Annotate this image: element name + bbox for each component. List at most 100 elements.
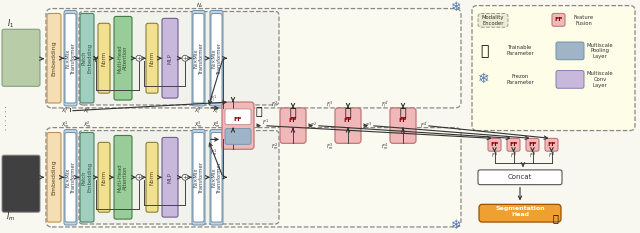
Text: +: + (136, 175, 141, 180)
Text: 🔥: 🔥 (256, 107, 262, 117)
FancyBboxPatch shape (98, 142, 110, 212)
FancyBboxPatch shape (556, 71, 584, 88)
Text: $F^1_l$: $F^1_l$ (211, 94, 218, 104)
Text: +: + (182, 56, 188, 61)
Text: FF: FF (547, 142, 556, 147)
Circle shape (136, 55, 142, 61)
FancyBboxPatch shape (64, 130, 77, 225)
Text: +: + (136, 56, 141, 61)
FancyBboxPatch shape (65, 133, 76, 222)
Text: Multiscale
Conv
Layer: Multiscale Conv Layer (587, 71, 613, 88)
Text: · · · · · ·: · · · · · · (4, 105, 10, 130)
FancyBboxPatch shape (162, 18, 178, 98)
Text: FF: FF (509, 142, 518, 147)
FancyBboxPatch shape (225, 109, 251, 125)
Circle shape (136, 174, 142, 180)
Text: $F^3$: $F^3$ (529, 151, 536, 160)
Text: $F^1$: $F^1$ (491, 151, 498, 160)
Text: +: + (182, 175, 188, 180)
FancyBboxPatch shape (65, 14, 76, 103)
Text: MLP: MLP (168, 172, 173, 183)
FancyBboxPatch shape (46, 128, 461, 227)
Text: $F^4$: $F^4$ (548, 151, 555, 160)
Text: Norm: Norm (150, 51, 154, 66)
Text: N₄×Mix
Transformer: N₄×Mix Transformer (211, 42, 222, 74)
FancyBboxPatch shape (545, 138, 558, 151)
Text: $F^{4'}_l$: $F^{4'}_l$ (381, 100, 389, 110)
Text: MLP: MLP (168, 53, 173, 64)
Text: $X^2_l$: $X^2_l$ (83, 106, 91, 116)
Text: $F^2$: $F^2$ (310, 121, 317, 130)
Text: $N_x$: $N_x$ (196, 1, 204, 10)
FancyBboxPatch shape (2, 29, 40, 86)
Text: $I_1$: $I_1$ (8, 17, 15, 30)
Text: $F^{4'}$: $F^{4'}$ (420, 121, 428, 130)
Text: FF: FF (554, 17, 563, 22)
Text: N₄×Mix
Transformer: N₄×Mix Transformer (211, 161, 222, 193)
Text: Segmentation
Head: Segmentation Head (495, 206, 545, 217)
FancyBboxPatch shape (114, 135, 132, 219)
Text: $F^3_l$: $F^3_l$ (326, 99, 333, 110)
Text: Multiscale
Pooling
Layer: Multiscale Pooling Layer (587, 43, 613, 59)
Text: Norm: Norm (150, 170, 154, 185)
FancyBboxPatch shape (2, 155, 40, 212)
Text: 🔥: 🔥 (400, 108, 406, 118)
FancyBboxPatch shape (225, 129, 251, 144)
Text: 🔥: 🔥 (290, 108, 296, 118)
Text: $F^2_l$: $F^2_l$ (271, 99, 278, 110)
Text: Patch
Embedding: Patch Embedding (82, 43, 92, 73)
Text: $F^3_m$: $F^3_m$ (326, 141, 334, 152)
Text: FF: FF (528, 142, 537, 147)
FancyBboxPatch shape (222, 102, 254, 149)
Circle shape (182, 174, 188, 180)
FancyBboxPatch shape (390, 108, 416, 143)
FancyBboxPatch shape (335, 108, 361, 143)
Text: $F^1$: $F^1$ (262, 118, 269, 127)
Text: N₁×Mix
Transformer: N₁×Mix Transformer (65, 42, 76, 74)
FancyBboxPatch shape (211, 14, 222, 103)
FancyBboxPatch shape (192, 10, 205, 106)
Text: $I_m$: $I_m$ (6, 211, 15, 223)
Text: Embedding: Embedding (51, 159, 56, 195)
Text: Trainable
Parameter: Trainable Parameter (506, 45, 534, 56)
Text: $F^2_m$: $F^2_m$ (271, 141, 279, 152)
Text: $F^4_m$: $F^4_m$ (381, 141, 389, 152)
FancyBboxPatch shape (80, 133, 94, 222)
Text: $F^1_m$: $F^1_m$ (210, 147, 218, 158)
FancyBboxPatch shape (211, 133, 222, 222)
Text: $X^2_m$: $X^2_m$ (83, 119, 92, 130)
FancyBboxPatch shape (472, 6, 635, 130)
Text: 🔥: 🔥 (552, 213, 558, 223)
FancyBboxPatch shape (64, 10, 77, 106)
FancyBboxPatch shape (47, 133, 61, 222)
Text: N₃×Mix
Transformer: N₃×Mix Transformer (193, 42, 204, 74)
FancyBboxPatch shape (526, 138, 539, 151)
Text: FF: FF (234, 117, 243, 122)
FancyBboxPatch shape (47, 14, 61, 103)
Text: Frezon
Parameter: Frezon Parameter (506, 74, 534, 85)
Text: Patch
Embedding: Patch Embedding (82, 162, 92, 192)
Text: Multi-Head
Attention: Multi-Head Attention (118, 44, 129, 72)
FancyBboxPatch shape (478, 170, 562, 185)
Text: 🔥: 🔥 (345, 108, 351, 118)
FancyBboxPatch shape (479, 204, 561, 222)
FancyBboxPatch shape (162, 137, 178, 217)
Text: $F^3$: $F^3$ (365, 121, 372, 130)
FancyBboxPatch shape (478, 14, 508, 27)
Text: $F^2$: $F^2$ (510, 151, 517, 160)
FancyBboxPatch shape (556, 42, 584, 60)
Text: $X^3_l$: $X^3_l$ (194, 106, 202, 116)
Circle shape (182, 55, 188, 61)
FancyBboxPatch shape (46, 9, 461, 108)
FancyBboxPatch shape (280, 108, 306, 143)
Text: N₁×Mix
Transformer: N₁×Mix Transformer (65, 161, 76, 193)
FancyBboxPatch shape (79, 11, 279, 105)
FancyBboxPatch shape (507, 138, 520, 151)
FancyBboxPatch shape (79, 130, 279, 224)
FancyBboxPatch shape (114, 16, 132, 100)
FancyBboxPatch shape (552, 14, 565, 26)
Text: $X^3_m$: $X^3_m$ (194, 119, 202, 130)
FancyBboxPatch shape (98, 23, 110, 93)
FancyBboxPatch shape (210, 10, 223, 106)
Text: Embedding: Embedding (51, 41, 56, 76)
